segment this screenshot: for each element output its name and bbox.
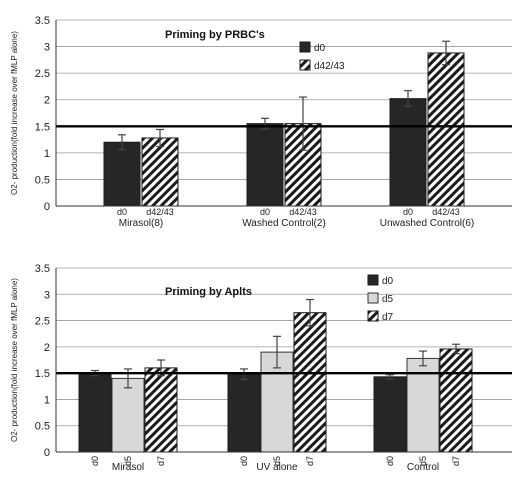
category-label: Mirasol(8) — [119, 218, 163, 229]
x-tick-label: d5 — [418, 456, 428, 466]
y-tick-label: 0.5 — [35, 174, 50, 186]
priming-by-aplts-chart: 0 0.5 1 1.5 2 2.5 3 3.5 d0 d5 d7 Mirasol d0 d5 d7 UV al… — [10, 263, 512, 473]
y-tick-label: 0 — [44, 201, 50, 213]
category-label: Control — [407, 462, 439, 473]
chart-title: Priming by Aplts — [165, 286, 252, 298]
x-tick-label: d0 — [260, 207, 270, 217]
bar-d0 — [373, 376, 407, 453]
legend-swatch — [367, 274, 379, 286]
y-tick-label: 1.5 — [35, 121, 50, 133]
bar-d5 — [111, 377, 145, 453]
legend-label: d42/43 — [314, 61, 345, 72]
x-tick-label: d7 — [451, 456, 461, 466]
y-tick-label: 0 — [44, 447, 50, 459]
category-label: UV alone — [256, 462, 298, 473]
bar-d7 — [439, 348, 473, 453]
y-axis-label: O2- production(fold increase over fMLP a… — [10, 278, 19, 442]
y-tick-label: 0.5 — [35, 421, 50, 433]
bar-d4243 — [427, 52, 465, 207]
y-tick-label: 1 — [44, 394, 50, 406]
legend-label: d7 — [382, 312, 394, 323]
x-tick-label: d5 — [272, 456, 282, 466]
bar-d0 — [246, 123, 284, 207]
y-tick-label: 1.5 — [35, 368, 50, 380]
y-tick-label: 2.5 — [35, 316, 50, 328]
legend-label: d5 — [382, 294, 394, 305]
bar-d0 — [78, 372, 112, 453]
x-tick-label: d0 — [117, 207, 127, 217]
bar-d5 — [260, 351, 294, 453]
x-tick-label: d0 — [385, 456, 395, 466]
category-label: Unwashed Control(6) — [380, 218, 475, 229]
chart-title: Priming by PRBC's — [165, 29, 265, 41]
x-tick-label: d5 — [123, 456, 133, 466]
y-tick-label: 3 — [44, 42, 50, 54]
x-tick-label: d42/43 — [432, 207, 460, 217]
x-tick-label: d0 — [90, 456, 100, 466]
x-tick-label: d42/43 — [289, 207, 317, 217]
bar-d0 — [227, 373, 261, 453]
bar-d4243 — [141, 137, 179, 207]
y-tick-label: 1 — [44, 148, 50, 160]
y-tick-label: 2.5 — [35, 68, 50, 80]
x-tick-label: d0 — [403, 207, 413, 217]
y-tick-label: 3.5 — [35, 15, 50, 27]
bar-d0 — [103, 141, 141, 207]
bar-d0 — [389, 98, 427, 207]
legend-swatch — [367, 310, 379, 322]
legend-swatch — [299, 59, 311, 71]
legend-label: d0 — [314, 43, 326, 54]
x-tick-label: d0 — [239, 456, 249, 466]
y-tick-label: 2 — [44, 95, 50, 107]
x-tick-label: d7 — [305, 456, 315, 466]
bar-d7 — [293, 312, 327, 453]
legend-swatch — [367, 292, 379, 304]
legend-label: d0 — [382, 276, 394, 287]
bar-d7 — [144, 367, 178, 453]
y-tick-label: 2 — [44, 342, 50, 354]
category-label: Washed Control(2) — [242, 218, 326, 229]
category-label: Mirasol — [112, 462, 144, 473]
y-axis-label: O2- production(fold increase over fMLP a… — [10, 31, 19, 195]
y-tick-label: 3.5 — [35, 263, 50, 275]
y-tick-label: 3 — [44, 289, 50, 301]
x-tick-label: d7 — [156, 456, 166, 466]
legend-swatch — [299, 41, 311, 53]
x-tick-label: d42/43 — [146, 207, 174, 217]
